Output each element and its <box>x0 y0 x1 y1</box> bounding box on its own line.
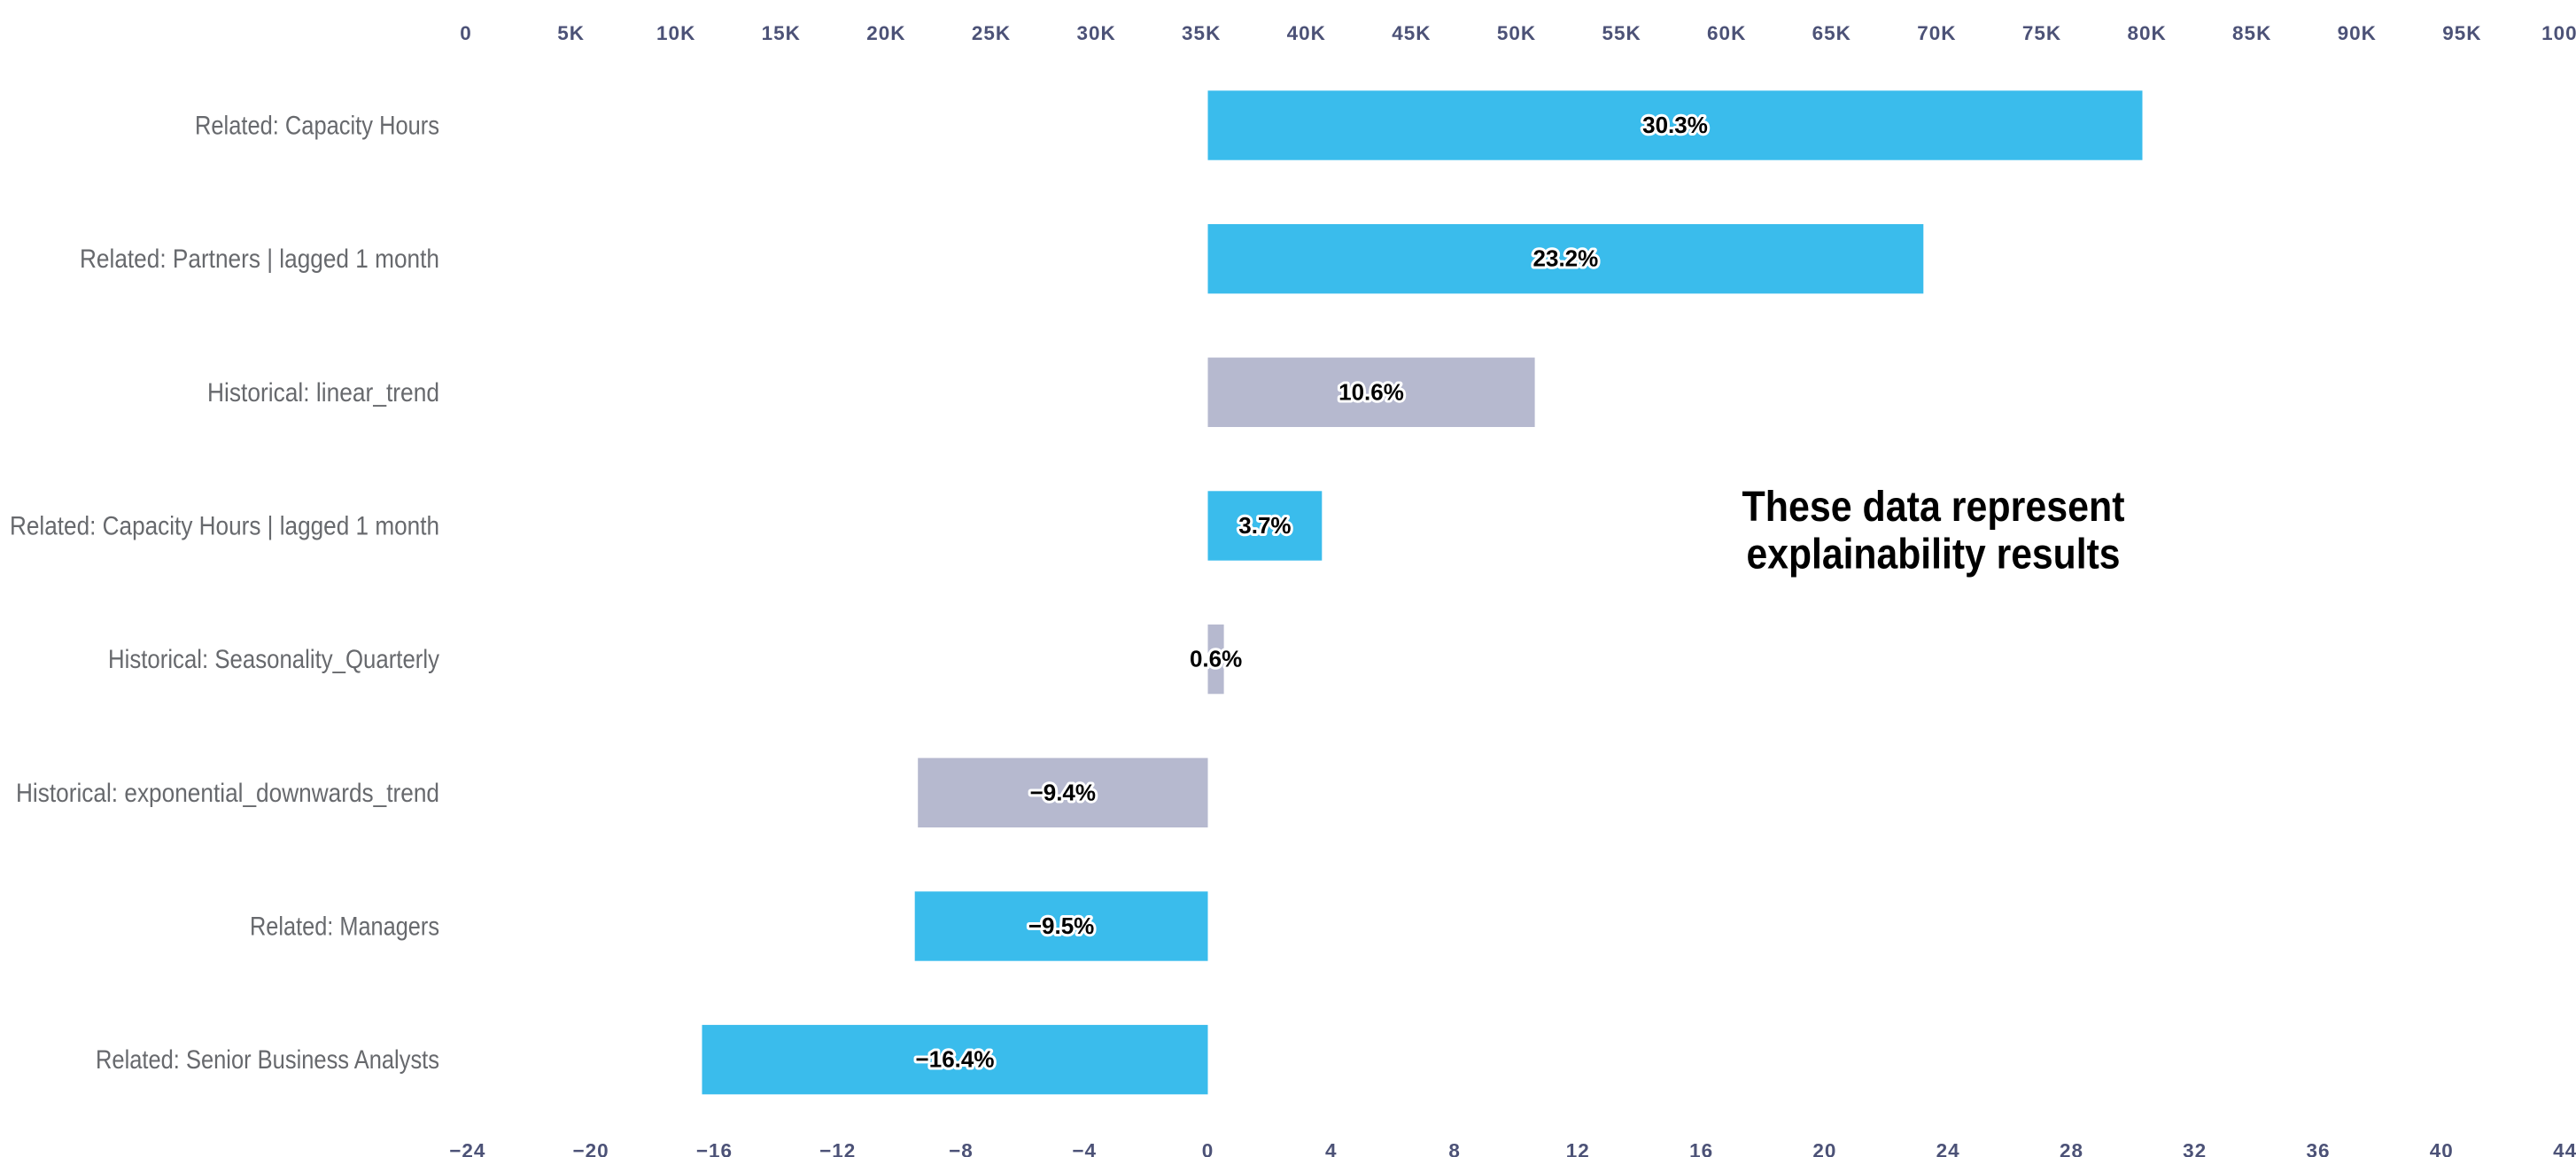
svg-text:44: 44 <box>2553 1140 2576 1157</box>
svg-text:0: 0 <box>1202 1140 1214 1157</box>
svg-text:Related: Capacity Hours: Related: Capacity Hours <box>195 112 439 141</box>
svg-text:8: 8 <box>1448 1140 1461 1157</box>
svg-text:explainability results: explainability results <box>1747 532 2121 578</box>
svg-text:30K: 30K <box>1076 22 1115 44</box>
svg-text:−16.4%: −16.4% <box>916 1046 995 1073</box>
svg-text:Related: Capacity Hours | lagg: Related: Capacity Hours | lagged 1 month <box>10 512 439 541</box>
svg-text:Related: Partners | lagged 1 m: Related: Partners | lagged 1 month <box>80 245 439 274</box>
svg-text:−4: −4 <box>1072 1140 1097 1157</box>
svg-text:Related: Senior Business Analy: Related: Senior Business Analysts <box>96 1045 439 1075</box>
svg-text:0: 0 <box>460 22 472 44</box>
svg-text:These data represent: These data represent <box>1742 484 2125 531</box>
svg-text:90K: 90K <box>2338 22 2377 44</box>
svg-text:65K: 65K <box>1812 22 1851 44</box>
svg-text:16: 16 <box>1689 1140 1713 1157</box>
svg-text:28: 28 <box>2060 1140 2083 1157</box>
svg-text:20: 20 <box>1812 1140 1836 1157</box>
svg-text:30.3%: 30.3% <box>1642 112 1708 138</box>
svg-text:Historical: Seasonality_Quarte: Historical: Seasonality_Quarterly <box>108 645 439 674</box>
svg-text:25K: 25K <box>972 22 1011 44</box>
svg-text:−9.4%: −9.4% <box>1030 779 1096 805</box>
svg-text:85K: 85K <box>2232 22 2271 44</box>
svg-text:70K: 70K <box>1917 22 1956 44</box>
svg-text:5K: 5K <box>557 22 585 44</box>
svg-text:−12: −12 <box>819 1140 856 1157</box>
svg-text:−16: −16 <box>696 1140 733 1157</box>
svg-text:50K: 50K <box>1497 22 1536 44</box>
svg-text:23.2%: 23.2% <box>1533 245 1599 272</box>
svg-text:100K: 100K <box>2541 22 2576 44</box>
svg-text:−24: −24 <box>449 1140 485 1157</box>
svg-text:55K: 55K <box>1602 22 1641 44</box>
svg-text:20K: 20K <box>866 22 905 44</box>
svg-text:3.7%: 3.7% <box>1238 512 1291 539</box>
svg-text:Historical: linear_trend: Historical: linear_trend <box>207 378 439 408</box>
svg-text:24: 24 <box>1936 1140 1960 1157</box>
svg-text:10.6%: 10.6% <box>1338 378 1404 405</box>
svg-text:40: 40 <box>2430 1140 2454 1157</box>
svg-text:10K: 10K <box>656 22 695 44</box>
svg-text:−9.5%: −9.5% <box>1028 912 1094 939</box>
svg-text:60K: 60K <box>1707 22 1746 44</box>
svg-text:80K: 80K <box>2127 22 2166 44</box>
svg-text:36: 36 <box>2306 1140 2330 1157</box>
svg-text:45K: 45K <box>1392 22 1431 44</box>
svg-text:35K: 35K <box>1182 22 1221 44</box>
svg-text:32: 32 <box>2183 1140 2207 1157</box>
svg-text:12: 12 <box>1566 1140 1590 1157</box>
svg-text:0.6%: 0.6% <box>1190 646 1242 672</box>
svg-text:Related: Managers: Related: Managers <box>250 912 439 942</box>
svg-text:Historical: exponential_downwa: Historical: exponential_downwards_trend <box>16 779 439 808</box>
svg-text:75K: 75K <box>2022 22 2061 44</box>
svg-text:−8: −8 <box>949 1140 974 1157</box>
svg-text:−20: −20 <box>573 1140 609 1157</box>
svg-text:4: 4 <box>1325 1140 1338 1157</box>
svg-text:15K: 15K <box>762 22 801 44</box>
svg-text:95K: 95K <box>2442 22 2481 44</box>
svg-text:40K: 40K <box>1287 22 1326 44</box>
